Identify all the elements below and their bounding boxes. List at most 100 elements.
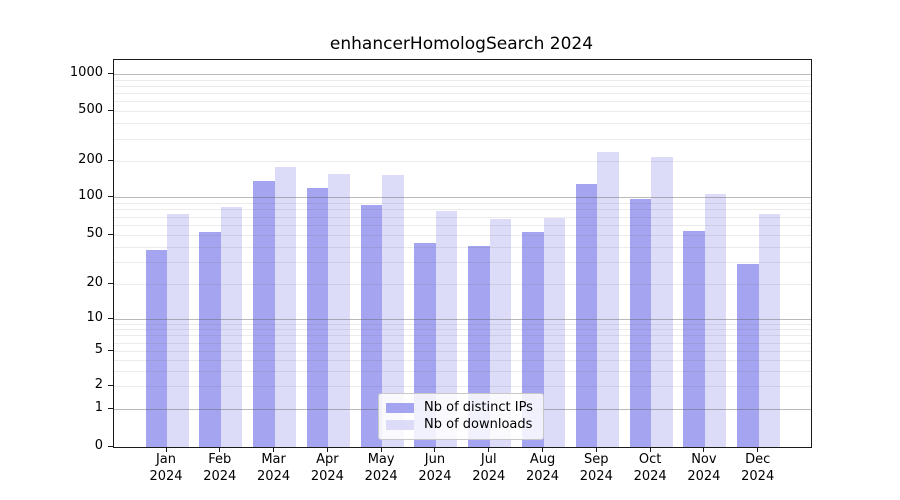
x-tick-mark <box>595 447 597 452</box>
x-label-month: Jul <box>480 452 497 467</box>
bar-nb-of-distinct-ips-mar <box>253 180 275 447</box>
y-tick-mark <box>108 283 113 284</box>
x-label-month: Feb <box>208 452 232 467</box>
y-tick-label: 50 <box>86 226 103 241</box>
x-tick-mark <box>380 447 382 452</box>
bar-nb-of-distinct-ips-feb <box>199 231 221 447</box>
legend-swatch-distinct-ips <box>386 402 414 413</box>
bar-nb-of-distinct-ips-sep <box>575 184 598 447</box>
x-tick-label-dec: Dec 2024 <box>726 451 790 485</box>
y-tick-mark <box>108 446 113 447</box>
x-label-month: Jun <box>424 452 446 467</box>
y-tick-mark <box>108 385 113 386</box>
x-tick-label-jan: Jan 2024 <box>134 451 198 485</box>
bar-nb-of-downloads-dec <box>758 213 781 447</box>
bar-nb-of-downloads-feb <box>220 207 243 447</box>
x-label-year: 2024 <box>472 469 506 484</box>
y-tick-label: 500 <box>78 102 103 117</box>
x-tick-mark <box>488 447 490 452</box>
y-tick-label: 100 <box>78 188 103 203</box>
y-tick-mark <box>108 110 113 111</box>
x-tick-mark <box>165 447 167 452</box>
x-tick-label-nov: Nov 2024 <box>672 451 736 485</box>
legend-label-distinct-ips: Nb of distinct IPs <box>424 400 533 415</box>
x-label-month: Dec <box>745 452 771 467</box>
y-tick-label: 20 <box>86 275 103 290</box>
y-tick-label: 1 <box>94 400 103 415</box>
x-label-month: Mar <box>261 452 286 467</box>
bar-nb-of-downloads-nov <box>704 194 727 447</box>
bar-nb-of-downloads-sep <box>597 152 619 447</box>
y-tick-mark <box>108 350 113 351</box>
x-label-year: 2024 <box>687 469 721 484</box>
bar-nb-of-downloads-oct <box>651 156 673 447</box>
y-tick-mark <box>108 408 113 409</box>
x-label-year: 2024 <box>364 469 398 484</box>
x-tick-label-jun: Jun 2024 <box>403 451 467 485</box>
legend-swatch-downloads <box>386 419 414 430</box>
x-tick-mark <box>434 447 436 452</box>
bar-nb-of-downloads-apr <box>328 174 350 447</box>
bar-nb-of-distinct-ips-nov <box>683 230 705 447</box>
x-tick-label-sep: Sep 2024 <box>564 451 628 485</box>
chart-title: enhancerHomologSearch 2024 <box>329 34 594 54</box>
x-label-year: 2024 <box>310 469 344 484</box>
x-tick-label-aug: Aug 2024 <box>511 451 575 485</box>
x-tick-mark <box>542 447 544 452</box>
x-tick-mark <box>757 447 759 452</box>
x-tick-label-may: May 2024 <box>349 451 413 485</box>
x-tick-label-feb: Feb 2024 <box>188 451 252 485</box>
bar-nb-of-distinct-ips-dec <box>737 264 759 447</box>
x-label-month: Sep <box>584 452 609 467</box>
x-tick-mark <box>273 447 275 452</box>
x-tick-mark <box>219 447 221 452</box>
y-tick-mark <box>108 73 113 74</box>
bar-nb-of-distinct-ips-oct <box>629 199 652 447</box>
y-tick-mark <box>108 196 113 197</box>
x-tick-mark <box>326 447 328 452</box>
x-label-year: 2024 <box>741 469 775 484</box>
bars-layer <box>114 60 811 447</box>
x-tick-label-jul: Jul 2024 <box>457 451 521 485</box>
y-tick-label: 200 <box>78 152 103 167</box>
y-tick-label: 2 <box>94 377 103 392</box>
bar-nb-of-downloads-aug <box>543 218 566 447</box>
legend-label-downloads: Nb of downloads <box>424 417 533 432</box>
y-tick-label: 1000 <box>69 65 103 80</box>
x-label-month: Aug <box>529 452 556 467</box>
x-tick-label-apr: Apr 2024 <box>295 451 359 485</box>
legend: Nb of distinct IPs Nb of downloads <box>378 393 544 440</box>
bar-nb-of-distinct-ips-apr <box>306 188 329 447</box>
y-tick-label: 0 <box>94 438 103 453</box>
x-label-year: 2024 <box>418 469 452 484</box>
bar-nb-of-distinct-ips-may <box>360 205 383 447</box>
x-label-year: 2024 <box>579 469 613 484</box>
x-label-month: Nov <box>691 452 717 467</box>
x-label-month: May <box>367 452 395 467</box>
y-tick-label: 10 <box>86 310 103 325</box>
bar-nb-of-downloads-mar <box>274 167 297 447</box>
x-tick-label-oct: Oct 2024 <box>618 451 682 485</box>
y-tick-mark <box>108 318 113 319</box>
y-tick-mark <box>108 160 113 161</box>
x-tick-mark <box>649 447 651 452</box>
plot-area <box>113 59 812 448</box>
x-label-year: 2024 <box>203 469 237 484</box>
x-label-month: Jan <box>155 452 177 467</box>
bar-nb-of-downloads-jun <box>435 210 458 447</box>
y-tick-mark <box>108 234 113 235</box>
x-tick-label-mar: Mar 2024 <box>242 451 306 485</box>
y-tick-label: 5 <box>94 342 103 357</box>
x-label-month: Oct <box>638 452 662 467</box>
x-label-year: 2024 <box>257 469 291 484</box>
x-label-year: 2024 <box>525 469 560 484</box>
x-tick-mark <box>703 447 705 452</box>
x-label-month: Apr <box>316 452 339 467</box>
legend-row-downloads: Nb of downloads <box>386 416 535 433</box>
bar-nb-of-downloads-jul <box>489 218 512 447</box>
bar-nb-of-downloads-may <box>382 174 404 447</box>
legend-row-distinct-ips: Nb of distinct IPs <box>386 399 535 416</box>
bar-nb-of-distinct-ips-jan <box>145 249 167 447</box>
x-label-year: 2024 <box>633 469 667 484</box>
